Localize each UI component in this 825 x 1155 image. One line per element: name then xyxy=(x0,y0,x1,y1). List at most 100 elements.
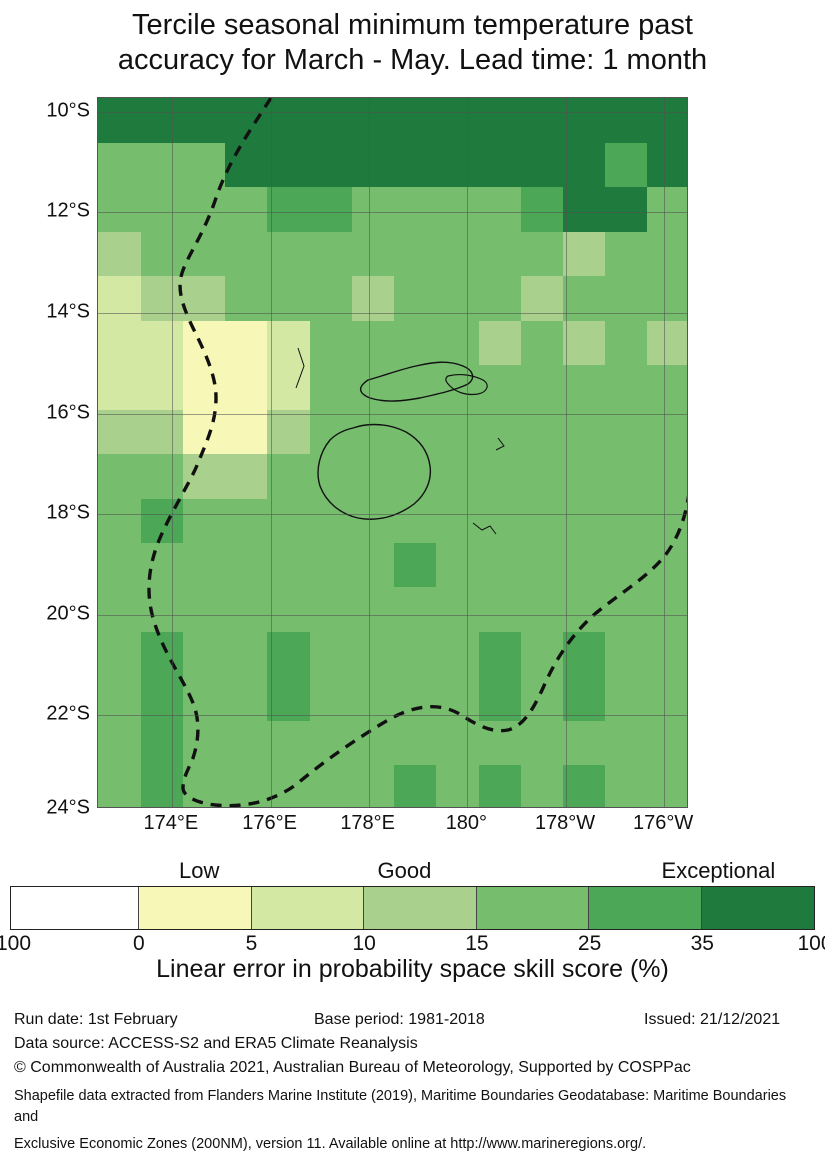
y-axis-tick-label: 22°S xyxy=(0,703,90,726)
colorbar-segment xyxy=(702,887,814,929)
grid-cell xyxy=(98,320,141,365)
grid-cell xyxy=(478,365,521,410)
grid-cell xyxy=(140,142,183,187)
grid-cell xyxy=(647,631,688,676)
colorbar-tick-label: 10 xyxy=(353,932,376,956)
grid-cell xyxy=(225,720,268,765)
grid-cell xyxy=(225,98,268,143)
grid-cell xyxy=(225,320,268,365)
grid-cell xyxy=(520,142,563,187)
grid-cell xyxy=(267,276,310,321)
colorbar-tick-label: 35 xyxy=(691,932,714,956)
grid-cell xyxy=(647,276,688,321)
grid-cell xyxy=(267,765,310,808)
grid-cell xyxy=(605,498,648,543)
grid-cell xyxy=(98,187,141,232)
copyright-label: © Commonwealth of Australia 2021, Austra… xyxy=(14,1056,814,1080)
gridline-vertical xyxy=(271,98,272,807)
grid-cell xyxy=(647,187,688,232)
grid-cell xyxy=(562,276,605,321)
heatmap-plot[interactable] xyxy=(97,97,688,808)
grid-cell xyxy=(351,365,394,410)
grid-cell xyxy=(394,409,437,454)
y-axis-tick-label: 16°S xyxy=(0,401,90,424)
grid-cell xyxy=(98,142,141,187)
grid-cell xyxy=(647,142,688,187)
grid-cell xyxy=(394,187,437,232)
grid-cell xyxy=(394,320,437,365)
grid-cell xyxy=(309,587,352,632)
grid-cell xyxy=(309,365,352,410)
grid-cell xyxy=(394,142,437,187)
grid-cell xyxy=(394,276,437,321)
map-report-page: Tercile seasonal minimum temperature pas… xyxy=(0,0,825,1110)
gridline-horizontal xyxy=(98,313,687,314)
grid-cell xyxy=(394,498,437,543)
grid-cell xyxy=(267,365,310,410)
grid-cell xyxy=(267,187,310,232)
grid-cell xyxy=(562,187,605,232)
grid-cell xyxy=(436,631,479,676)
grid-cell xyxy=(605,587,648,632)
grid-cell xyxy=(140,631,183,676)
grid-cell xyxy=(520,320,563,365)
grid-cell xyxy=(605,409,648,454)
grid-cell xyxy=(225,542,268,587)
grid-cell xyxy=(98,676,141,721)
grid-cell xyxy=(140,542,183,587)
grid-cell xyxy=(182,320,225,365)
grid-cell xyxy=(478,631,521,676)
grid-cell xyxy=(562,587,605,632)
gridline-vertical xyxy=(369,98,370,807)
grid-cell xyxy=(140,587,183,632)
colorbar-tick-label: -100 xyxy=(0,932,31,956)
grid-cell xyxy=(182,676,225,721)
grid-cell xyxy=(436,765,479,808)
x-axis-tick-label: 178°W xyxy=(535,812,595,835)
colorbar-segment xyxy=(589,887,701,929)
grid-cell xyxy=(182,587,225,632)
grid-cell xyxy=(309,720,352,765)
grid-cell xyxy=(98,587,141,632)
grid-cell xyxy=(309,631,352,676)
y-axis-tick-label: 18°S xyxy=(0,501,90,524)
grid-cell xyxy=(182,765,225,808)
grid-cell xyxy=(140,365,183,410)
grid-cell xyxy=(225,231,268,276)
grid-cell xyxy=(605,231,648,276)
grid-cell xyxy=(436,98,479,143)
grid-cell xyxy=(225,187,268,232)
gridline-horizontal xyxy=(98,212,687,213)
grid-cell xyxy=(309,98,352,143)
grid-cell xyxy=(478,765,521,808)
grid-cell xyxy=(394,765,437,808)
grid-cell xyxy=(267,542,310,587)
grid-cell xyxy=(436,276,479,321)
grid-cell xyxy=(562,98,605,143)
colorbar-tick-label: 5 xyxy=(246,932,258,956)
grid-cell xyxy=(394,631,437,676)
gridline-horizontal xyxy=(98,112,687,113)
grid-cell xyxy=(140,454,183,499)
grid-cell xyxy=(351,231,394,276)
grid-cell xyxy=(98,765,141,808)
grid-cell xyxy=(605,454,648,499)
grid-cell xyxy=(436,498,479,543)
title-line1: Tercile seasonal minimum temperature pas… xyxy=(0,8,825,43)
grid-cell xyxy=(309,276,352,321)
grid-cell xyxy=(520,498,563,543)
grid-cell xyxy=(647,542,688,587)
grid-cell xyxy=(225,142,268,187)
grid-cell xyxy=(647,98,688,143)
grid-cell xyxy=(394,231,437,276)
grid-cell xyxy=(436,542,479,587)
grid-cell xyxy=(562,142,605,187)
grid-cell xyxy=(267,631,310,676)
gridline-horizontal xyxy=(98,414,687,415)
colorbar-bar[interactable] xyxy=(10,886,815,930)
grid-cell xyxy=(351,98,394,143)
grid-cell xyxy=(562,676,605,721)
grid-cell xyxy=(182,498,225,543)
colorbar-tick-label: 25 xyxy=(578,932,601,956)
grid-cell xyxy=(562,365,605,410)
